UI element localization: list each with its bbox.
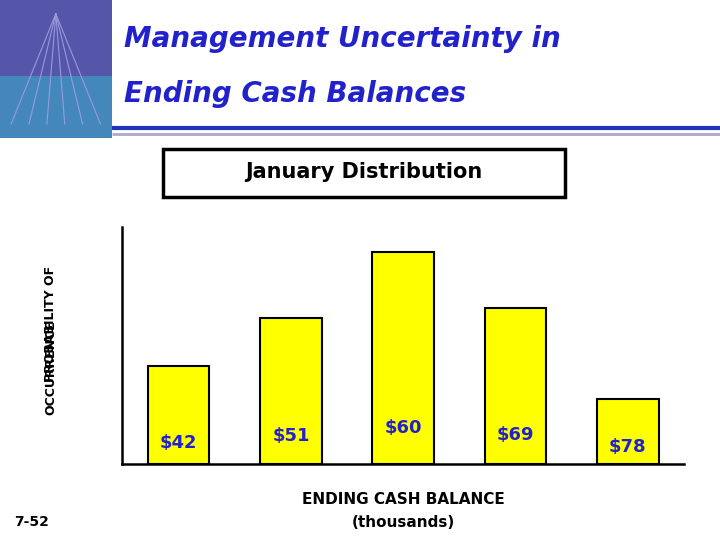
Text: 7-52: 7-52 bbox=[14, 515, 49, 529]
Text: PROBABILITY OF: PROBABILITY OF bbox=[44, 266, 57, 382]
Text: $42: $42 bbox=[160, 434, 197, 451]
Text: Ending Cash Balances: Ending Cash Balances bbox=[124, 80, 466, 108]
Text: OCCURRENCE: OCCURRENCE bbox=[44, 320, 57, 415]
Text: $60: $60 bbox=[384, 419, 422, 437]
Bar bbox=[597, 399, 659, 464]
Text: Management Uncertainty in: Management Uncertainty in bbox=[124, 25, 560, 53]
Text: ENDING CASH BALANCE: ENDING CASH BALANCE bbox=[302, 492, 505, 507]
Text: $51: $51 bbox=[272, 427, 310, 446]
Bar bbox=[372, 252, 434, 464]
Text: $69: $69 bbox=[497, 426, 534, 444]
Text: (thousands): (thousands) bbox=[351, 515, 455, 530]
Bar bbox=[260, 318, 322, 464]
Bar bbox=[148, 367, 210, 464]
Text: $78: $78 bbox=[609, 438, 647, 456]
Bar bbox=[485, 308, 546, 464]
Text: January Distribution: January Distribution bbox=[245, 161, 482, 182]
FancyBboxPatch shape bbox=[163, 148, 564, 197]
